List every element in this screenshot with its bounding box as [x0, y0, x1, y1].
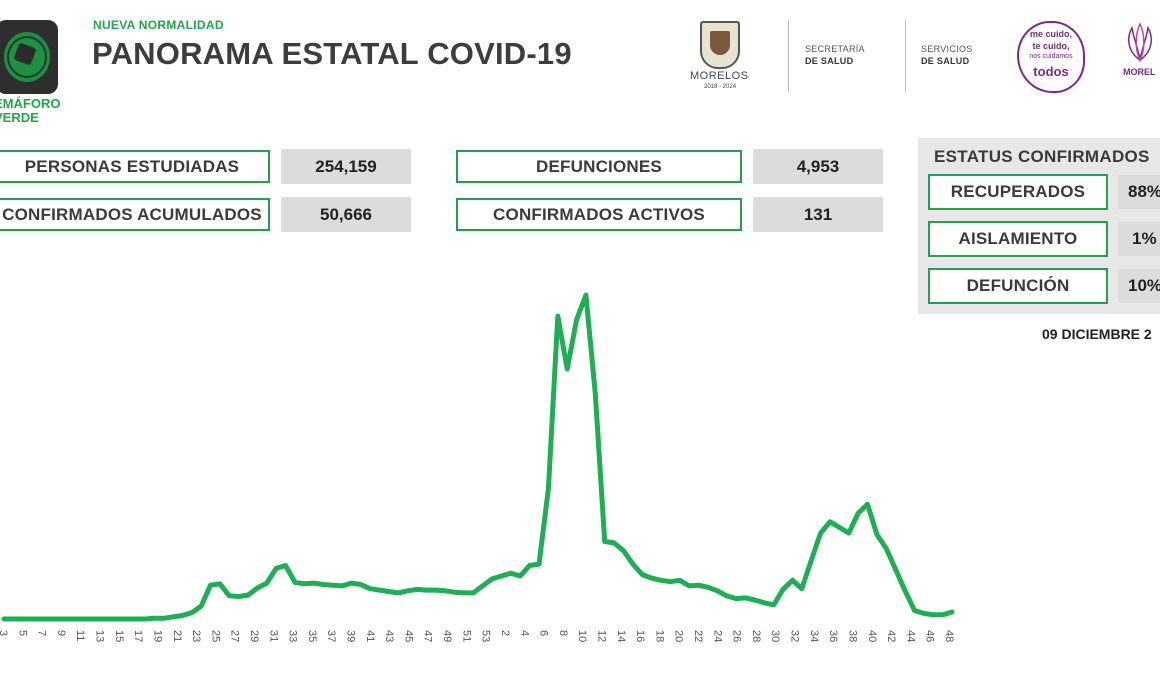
- recuperados-value: 88%: [1118, 175, 1160, 209]
- x-tick-label: 19: [151, 630, 163, 642]
- x-tick-label: 30: [769, 630, 781, 642]
- recuperados-label: RECUPERADOS: [928, 174, 1108, 210]
- x-tick-label: 26: [731, 630, 743, 642]
- x-tick-label: 15: [113, 630, 125, 642]
- personas-estudiadas-label: PERSONAS ESTUDIADAS: [0, 150, 270, 183]
- page-subtitle: NUEVA NORMALIDAD: [93, 18, 224, 32]
- confirmados-acumulados-value: 50,666: [281, 197, 411, 232]
- x-tick-label: 35: [306, 630, 318, 642]
- morelos-coat-of-arms-icon: [700, 21, 740, 69]
- cases-series-line: [1, 292, 955, 622]
- morelos-state-logo-text: MOREL: [1123, 67, 1156, 77]
- x-tick-label: 21: [171, 630, 183, 642]
- x-tick-label: 3: [0, 630, 9, 636]
- x-tick-label: 10: [576, 630, 588, 642]
- morelos-gov-years: 2018 - 2024: [704, 84, 737, 90]
- x-tick-label: 24: [711, 630, 723, 642]
- campaign-line-1: me cuido,: [1029, 29, 1072, 39]
- x-tick-label: 13: [94, 630, 106, 642]
- x-tick-label: 47: [422, 630, 434, 642]
- report-date: 09 DICIEMBRE 2: [1042, 326, 1152, 342]
- confirmados-acumulados-label: CONFIRMADOS ACUMULADOS: [0, 198, 270, 231]
- x-tick-label: 46: [924, 630, 936, 642]
- x-tick-label: 32: [789, 630, 801, 642]
- x-tick-label: 22: [692, 630, 704, 642]
- x-tick-label: 40: [866, 630, 878, 642]
- aislamiento-value: 1%: [1118, 222, 1160, 256]
- x-tick-label: 28: [750, 630, 762, 642]
- x-tick-label: 14: [615, 630, 627, 642]
- x-tick-label: 5: [16, 630, 28, 636]
- servicios-logo-bottom: DE SALUD: [921, 56, 970, 66]
- x-tick-label: 34: [808, 630, 820, 642]
- semaforo-label: EMÁFORO VERDE: [0, 97, 60, 125]
- semaforo-light: [4, 32, 50, 82]
- x-axis-ticks: 3579111315171921232527293133353739414345…: [0, 630, 955, 642]
- x-tick-label: 20: [673, 630, 685, 642]
- x-tick-label: 53: [480, 630, 492, 642]
- defunciones-value: 4,953: [753, 149, 883, 184]
- x-tick-label: 42: [885, 630, 897, 642]
- coat-of-arms-inner: [710, 31, 730, 55]
- x-tick-label: 38: [847, 630, 859, 642]
- secretaria-logo-bottom: DE SALUD: [805, 56, 854, 66]
- morelos-gov-logo-text: MORELOS: [690, 70, 749, 82]
- me-cuido-campaign-logo: me cuido, te cuido, nos cuidamos todos: [1017, 21, 1085, 93]
- logo-divider: [788, 20, 789, 92]
- semaforo-icon: [0, 20, 58, 94]
- x-tick-label: 11: [74, 630, 86, 641]
- x-tick-label: 4: [518, 630, 530, 636]
- x-tick-label: 23: [190, 630, 202, 642]
- x-tick-label: 31: [267, 630, 279, 642]
- campaign-line-4: todos: [1033, 64, 1069, 79]
- confirmados-activos-label: CONFIRMADOS ACTIVOS: [456, 198, 742, 231]
- semaforo-label-line1: EMÁFORO: [0, 96, 61, 111]
- x-tick-label: 7: [36, 630, 48, 636]
- x-tick-label: 9: [55, 630, 67, 636]
- x-tick-label: 6: [538, 630, 550, 636]
- campaign-line-3: nos cuidamos: [1029, 53, 1073, 60]
- servicios-logo-top: SERVICIOS: [921, 44, 973, 54]
- campaign-line-2: te cuido,: [1032, 41, 1070, 51]
- x-tick-label: 17: [132, 630, 144, 642]
- morelos-lotus-icon: [1127, 22, 1153, 62]
- x-tick-label: 27: [229, 630, 241, 642]
- x-tick-label: 18: [653, 630, 665, 642]
- semaforo-ring: [7, 36, 47, 78]
- logo-divider: [905, 20, 906, 92]
- defuncion-value: 10%: [1118, 269, 1160, 303]
- x-tick-label: 41: [364, 630, 376, 642]
- x-tick-label: 39: [345, 630, 357, 642]
- x-tick-label: 8: [557, 630, 569, 636]
- x-tick-label: 25: [209, 630, 221, 642]
- personas-estudiadas-value: 254,159: [281, 149, 411, 184]
- x-tick-label: 33: [287, 630, 299, 642]
- cases-line-chart: 3579111315171921232527293133353739414345…: [0, 292, 955, 642]
- confirmados-activos-value: 131: [753, 197, 883, 232]
- x-tick-label: 51: [460, 630, 472, 642]
- x-tick-label: 49: [441, 630, 453, 642]
- x-tick-label: 44: [904, 630, 916, 642]
- page-title: PANORAMA ESTATAL COVID-19: [92, 36, 572, 71]
- x-tick-label: 16: [634, 630, 646, 642]
- defunciones-label: DEFUNCIONES: [456, 150, 742, 183]
- secretaria-logo-top: SECRETARÍA: [805, 44, 865, 54]
- x-tick-label: 45: [402, 630, 414, 642]
- x-tick-label: 36: [827, 630, 839, 642]
- x-tick-label: 29: [248, 630, 260, 642]
- x-tick-label: 37: [325, 630, 337, 642]
- x-tick-label: 2: [499, 630, 511, 636]
- estatus-title: ESTATUS CONFIRMADOS: [934, 147, 1150, 166]
- x-tick-label: 48: [943, 630, 955, 642]
- aislamiento-label: AISLAMIENTO: [928, 221, 1108, 257]
- x-tick-label: 43: [383, 630, 395, 642]
- x-tick-label: 12: [596, 630, 608, 642]
- defuncion-label: DEFUNCIÓN: [928, 268, 1108, 304]
- semaforo-label-line2: VERDE: [0, 110, 39, 125]
